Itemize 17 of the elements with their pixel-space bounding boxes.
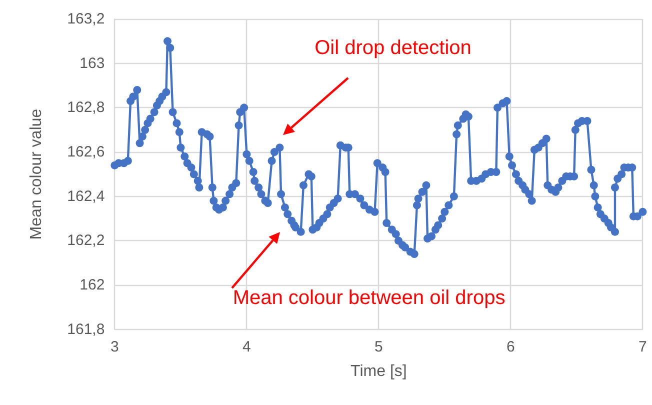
x-tick-label: 4 xyxy=(242,338,251,356)
y-tick-label: 162,6 xyxy=(67,144,105,161)
y-tick-label: 161,8 xyxy=(67,320,105,338)
x-tick-label: 7 xyxy=(638,338,647,356)
annotation: Mean colour between oil drops xyxy=(232,287,506,309)
y-axis-title: Mean colour value xyxy=(28,108,46,240)
y-tick-label: 162,8 xyxy=(67,99,105,116)
y-tick-label: 163 xyxy=(80,54,105,72)
y-tick-label: 163,2 xyxy=(67,10,105,28)
x-tick-label: 3 xyxy=(110,338,119,356)
y-tick-label: 162 xyxy=(80,276,105,294)
x-axis-title: Time [s] xyxy=(350,362,407,380)
annotation: Oil drop detection xyxy=(314,37,472,59)
y-tick-label: 162,4 xyxy=(67,188,105,205)
y-tick-label: 162,2 xyxy=(67,232,105,250)
x-tick-label: 6 xyxy=(506,338,515,356)
x-tick-label: 5 xyxy=(374,338,383,356)
